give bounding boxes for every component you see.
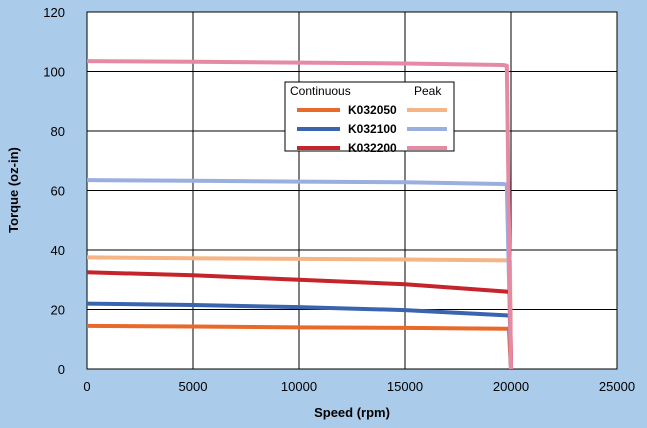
x-tick-label: 5000	[179, 379, 208, 394]
y-tick-label: 20	[51, 303, 65, 318]
x-tick-label: 15000	[387, 379, 423, 394]
legend-label-k032100: K032100	[348, 122, 397, 136]
plot-border	[86, 11, 618, 370]
y-tick-label: 60	[51, 184, 65, 199]
legend-label-k032050: K032050	[348, 103, 397, 117]
x-axis-label: Speed (rpm)	[314, 405, 390, 420]
legend: Continuous Peak K032050 K032100 K032200	[284, 81, 455, 155]
legend-header-peak: Peak	[414, 84, 442, 98]
legend-label-k032200: K032200	[348, 141, 397, 155]
x-tick-label: 0	[83, 379, 90, 394]
x-tick-label: 10000	[281, 379, 317, 394]
series-lines	[86, 59, 513, 370]
y-tick-label: 80	[51, 124, 65, 139]
y-axis-label: Torque (oz-in)	[6, 147, 21, 233]
x-tick-labels: 0 5000 10000 15000 20000 25000	[83, 379, 635, 394]
y-tick-label: 100	[43, 65, 65, 80]
legend-box	[284, 81, 455, 152]
x-tick-label: 20000	[493, 379, 529, 394]
y-tick-label: 120	[43, 5, 65, 20]
y-tick-label: 0	[58, 362, 65, 377]
y-tick-labels: 0 20 40 60 80 100 120	[43, 5, 65, 377]
x-tick-label: 25000	[599, 379, 635, 394]
legend-header-continuous: Continuous	[290, 84, 351, 98]
legend-rows: K032050 K032100 K032200	[297, 103, 447, 155]
y-tick-label: 40	[51, 243, 65, 258]
series-line-k032200-peak	[86, 59, 513, 370]
